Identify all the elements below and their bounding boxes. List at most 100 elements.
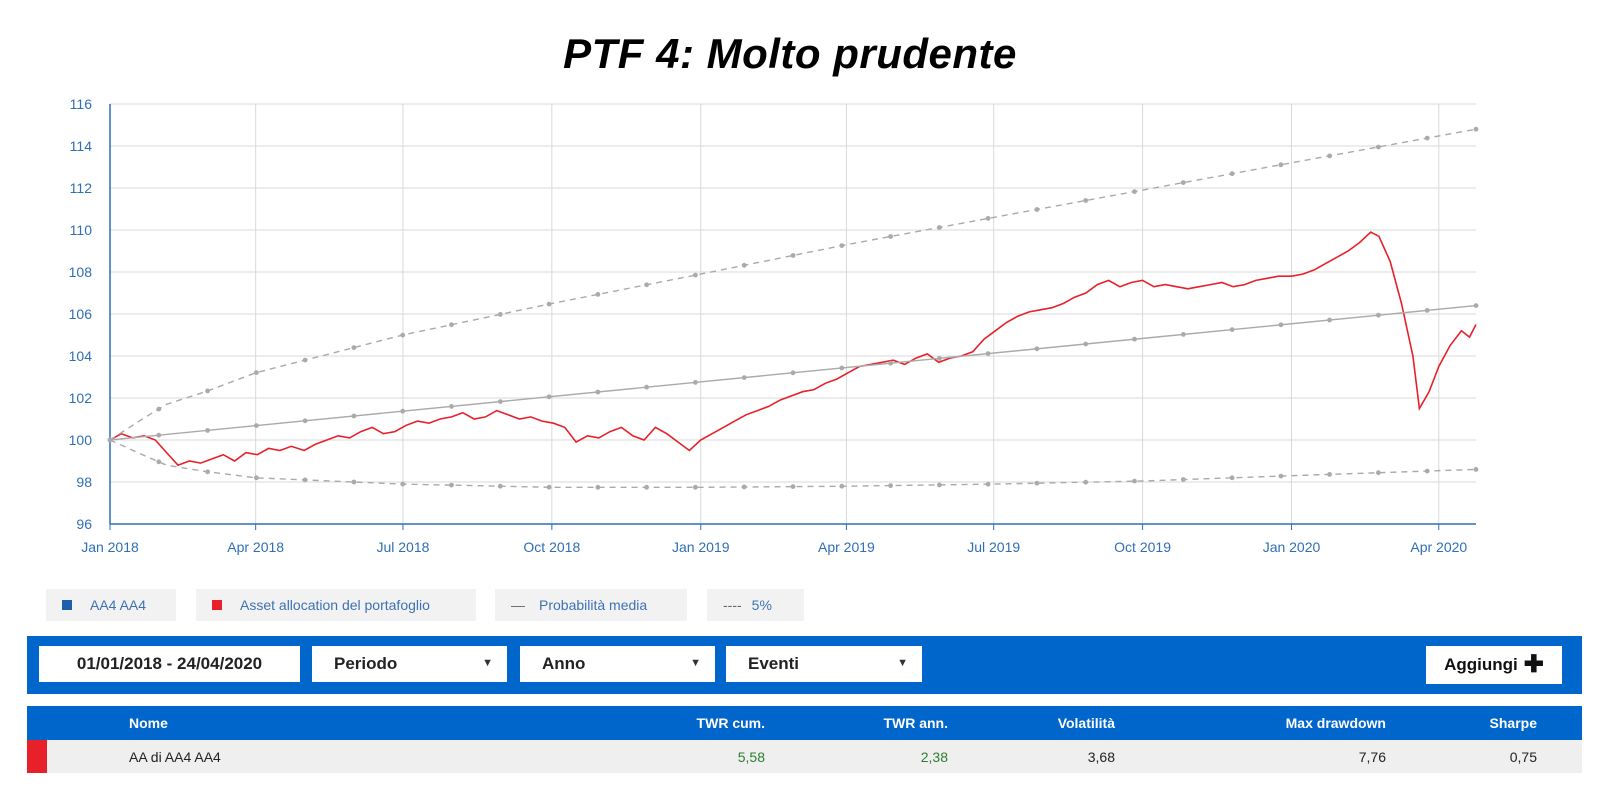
mean-probability-line-marker <box>1424 308 1430 313</box>
mean-probability-line-marker <box>1034 346 1040 352</box>
y-tick-label: 112 <box>70 180 93 196</box>
anno-label: Anno <box>542 654 586 673</box>
upper-5pct-line-marker <box>1424 135 1430 141</box>
header-sharpe[interactable]: Sharpe <box>1489 715 1537 731</box>
x-tick-label: Jul 2019 <box>967 539 1020 555</box>
y-tick-label: 116 <box>70 96 93 112</box>
table-row[interactable]: AA di AA4 AA4 5,58 2,38 3,68 7,76 0,75 <box>27 740 1582 773</box>
upper-5pct-line-marker <box>693 272 698 278</box>
caret-down-icon: ▼ <box>482 657 493 669</box>
mean-probability-line-marker <box>449 404 454 409</box>
upper-5pct-line <box>109 128 1477 441</box>
cell-max-drawdown: 7,76 <box>1358 749 1386 765</box>
upper-5pct-line-marker <box>156 406 162 412</box>
cell-volatilita: 3,68 <box>1087 749 1115 765</box>
upper-5pct-line-marker <box>497 312 503 317</box>
table-header: Nome TWR cum. TWR ann. Volatilità Max dr… <box>27 706 1582 740</box>
mean-probability-line-marker <box>839 365 845 371</box>
periodo-label: Periodo <box>334 654 398 673</box>
lower-5pct-line-marker <box>1278 473 1284 479</box>
x-tick-label: Oct 2019 <box>1114 539 1171 555</box>
mean-probability-line-marker <box>546 394 552 400</box>
upper-5pct-line-marker <box>400 332 406 338</box>
lower-5pct-line-marker <box>205 469 211 475</box>
lower-5pct-line-marker <box>937 482 942 488</box>
upper-5pct-line-marker <box>790 253 796 258</box>
mean-probability-line-marker <box>790 370 796 376</box>
legend-item-mean[interactable]: — Probabilità media <box>495 589 687 621</box>
upper-5pct-line-marker <box>888 234 893 239</box>
x-tick-label: Jan 2019 <box>672 539 730 555</box>
upper-5pct-line-marker <box>1083 198 1089 203</box>
header-twr-cum[interactable]: TWR cum. <box>696 715 765 731</box>
lower-5pct-line-marker <box>1229 475 1235 481</box>
header-max-drawdown[interactable]: Max drawdown <box>1285 715 1386 731</box>
header-twr-ann[interactable]: TWR ann. <box>883 715 948 731</box>
upper-5pct-line-marker <box>254 370 259 375</box>
y-tick-label: 104 <box>69 348 93 364</box>
eventi-select[interactable]: Eventi ▼ <box>726 646 922 682</box>
mean-probability-line-marker <box>1083 341 1089 347</box>
mean-probability-line-marker <box>595 389 601 395</box>
mean-probability-line-marker <box>1376 312 1381 318</box>
y-tick-label: 106 <box>69 306 93 322</box>
add-button-label: Aggiungi <box>1444 655 1518 674</box>
y-tick-label: 110 <box>70 222 93 238</box>
upper-5pct-line-marker <box>1132 189 1137 195</box>
lower-5pct-line-marker <box>693 484 698 490</box>
upper-5pct-line-marker <box>449 322 454 328</box>
lower-5pct-line-marker <box>156 459 162 465</box>
header-nome[interactable]: Nome <box>129 715 168 731</box>
legend-glyph-mean: — <box>511 597 525 613</box>
mean-probability-line-marker <box>1473 303 1479 308</box>
mean-probability-line-marker <box>1229 327 1235 332</box>
y-tick-label: 108 <box>69 264 93 280</box>
lower-5pct-line-marker <box>1424 468 1430 474</box>
upper-5pct-line-marker <box>1278 162 1284 168</box>
mean-probability-line-marker <box>205 428 211 433</box>
row-color-marker <box>27 740 47 773</box>
lower-5pct-line-marker <box>1327 472 1332 477</box>
anno-select[interactable]: Anno ▼ <box>520 646 715 682</box>
x-tick-label: Jan 2018 <box>81 539 139 555</box>
mean-probability-line-marker <box>1327 317 1332 323</box>
mean-probability-line-marker <box>400 408 406 414</box>
mean-probability-line-marker <box>1132 336 1137 342</box>
cell-sharpe: 0,75 <box>1509 749 1537 765</box>
legend-item-portfolio[interactable]: Asset allocation del portafoglio <box>196 589 476 621</box>
caret-down-icon: ▼ <box>690 657 701 669</box>
lower-5pct-line-marker <box>644 484 649 490</box>
legend-swatch-aa4 <box>62 600 72 610</box>
mean-probability-line-marker <box>741 375 747 380</box>
mean-probability-line-marker <box>351 413 357 419</box>
plus-icon: ✚ <box>1523 651 1544 678</box>
mean-probability-line-marker <box>1278 322 1284 328</box>
upper-5pct-line-marker <box>1180 180 1186 186</box>
upper-5pct-line-marker <box>1376 144 1381 150</box>
periodo-select[interactable]: Periodo ▼ <box>312 646 507 682</box>
date-range-field[interactable]: 01/01/2018 - 24/04/2020 <box>39 646 300 682</box>
legend-item-aa4[interactable]: AA4 AA4 <box>46 589 176 621</box>
upper-5pct-line-marker <box>1229 171 1235 177</box>
lower-5pct-line-marker <box>302 477 308 483</box>
lower-5pct-line-marker <box>1376 470 1381 476</box>
y-tick-label: 100 <box>69 432 93 448</box>
y-tick-label: 114 <box>70 138 93 154</box>
x-tick-label: Jan 2020 <box>1263 539 1321 555</box>
upper-5pct-line-marker <box>741 262 747 268</box>
lower-5pct-line-marker <box>888 483 893 488</box>
upper-5pct-line-marker <box>985 216 991 221</box>
date-range-value: 01/01/2018 - 24/04/2020 <box>76 654 263 673</box>
upper-5pct-line-marker <box>1473 126 1479 132</box>
mean-probability-line-marker <box>888 360 893 366</box>
add-button[interactable]: Aggiungi ✚ <box>1426 646 1562 684</box>
legend-item-5pct[interactable]: ---- 5% <box>707 589 804 621</box>
portfolio-line <box>109 231 1477 467</box>
line-chart: 96 98 100 102 104 106 108 110 112 114 116 Jan 2018 A… <box>69 96 1479 555</box>
lower-5pct-line-marker <box>546 484 552 490</box>
header-volatilita[interactable]: Volatilità <box>1057 715 1115 731</box>
lower-5pct-line-marker <box>1473 467 1479 472</box>
upper-5pct-line-marker <box>937 225 942 230</box>
upper-5pct-line-marker <box>205 388 211 394</box>
y-tick-label: 96 <box>76 516 92 532</box>
